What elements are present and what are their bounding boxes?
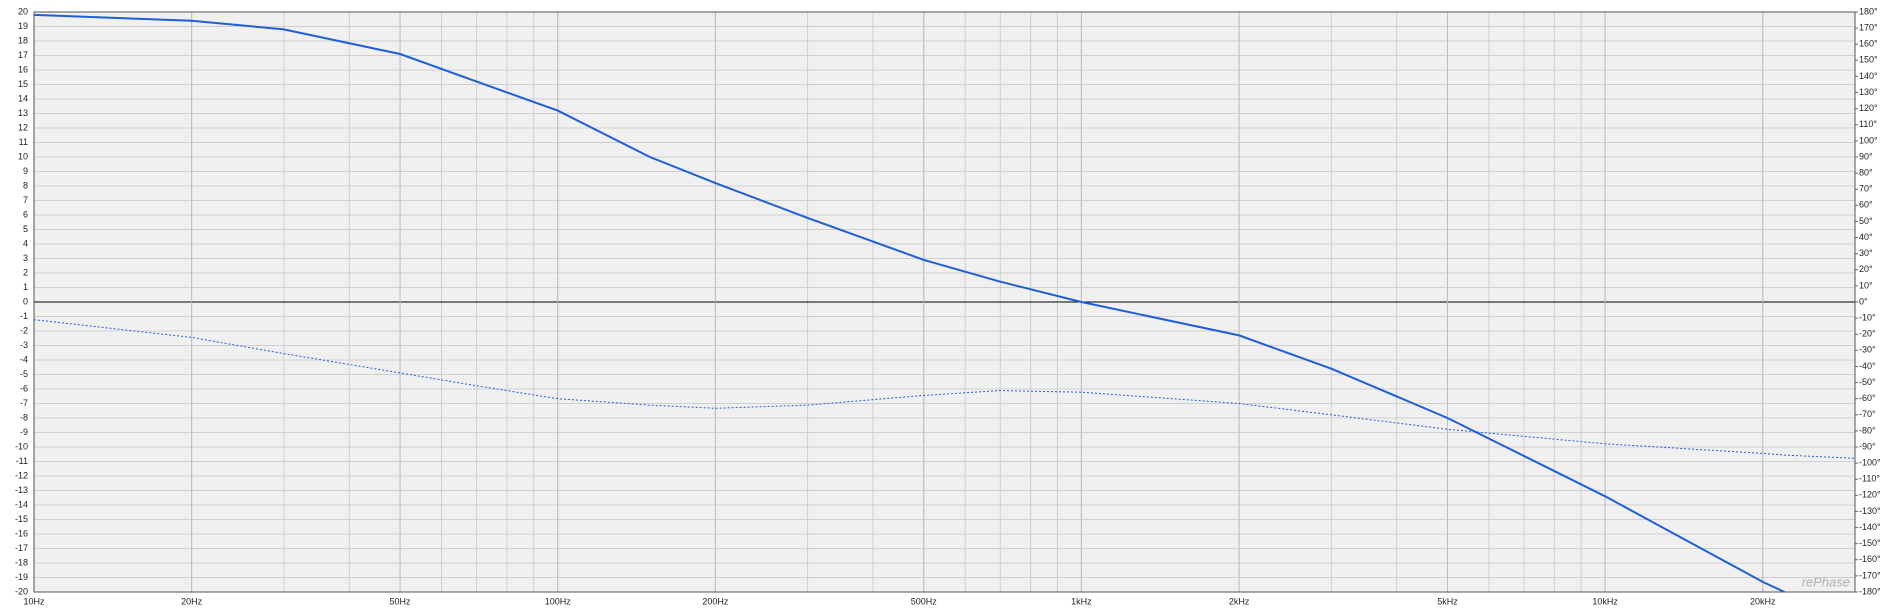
x-tick-label: 200Hz [702, 596, 729, 606]
y2-tick-label: 50° [1859, 216, 1873, 226]
y-tick-label: 13 [18, 108, 28, 118]
y2-tick-label: -100° [1859, 457, 1881, 467]
x-tick-label: 10kHz [1592, 596, 1618, 606]
y2-tick-label: -80° [1859, 425, 1876, 435]
y2-tick-label: 80° [1859, 167, 1873, 177]
y-tick-label: -12 [15, 470, 28, 480]
series-line [33, 319, 1856, 459]
y2-tick-label: -90° [1859, 441, 1876, 451]
y-tick-label: -18 [15, 557, 28, 567]
y-tick-label: -3 [20, 340, 28, 350]
y-tick-label: -5 [20, 369, 28, 379]
series-line [33, 13, 1785, 593]
y2-tick-label: 140° [1859, 71, 1878, 81]
y2-tick-label: 30° [1859, 248, 1873, 258]
y-tick-label: -15 [15, 514, 28, 524]
y2-tick-label: 170° [1859, 22, 1878, 32]
y-tick-label: -2 [20, 325, 28, 335]
y2-tick-label: -160° [1859, 554, 1881, 564]
x-tick-label: 2kHz [1229, 596, 1250, 606]
y-tick-label: -9 [20, 427, 28, 437]
plot-border [33, 11, 1856, 593]
y2-tick-label: -20° [1859, 329, 1876, 339]
y2-tick-label: -60° [1859, 393, 1876, 403]
y2-tick-label: 110° [1859, 119, 1877, 129]
y2-tick-label: 160° [1859, 39, 1878, 49]
y2-tick-label: -120° [1859, 490, 1881, 500]
y-tick-label: 20 [18, 6, 28, 16]
y-tick-label: -19 [15, 572, 28, 582]
y-tick-label: 1 [23, 282, 28, 292]
y-tick-label: 18 [18, 35, 28, 45]
y-tick-label: -13 [15, 485, 28, 495]
y2-tick-label: 70° [1859, 184, 1873, 194]
y-tick-label: -8 [20, 412, 28, 422]
y-tick-label: -16 [15, 528, 28, 538]
y-tick-label: -10 [15, 441, 28, 451]
y-tick-label: -17 [15, 543, 28, 553]
y-tick-label: 19 [18, 21, 28, 31]
y-tick-label: -11 [16, 456, 28, 466]
y2-tick-label: -110° [1859, 474, 1880, 484]
y2-tick-label: 20° [1859, 264, 1873, 274]
y2-tick-label: 150° [1859, 55, 1878, 65]
y-tick-label: -7 [20, 398, 28, 408]
x-tick-label: 100Hz [545, 596, 572, 606]
y2-tick-label: 100° [1859, 135, 1878, 145]
x-tick-label: 20kHz [1750, 596, 1776, 606]
y-tick-label: 0 [23, 296, 28, 306]
y-tick-label: -20 [15, 586, 28, 596]
x-tick-label: 500Hz [911, 596, 938, 606]
y2-tick-label: 40° [1859, 232, 1873, 242]
y2-tick-label: -50° [1859, 377, 1876, 387]
y2-tick-label: -40° [1859, 361, 1876, 371]
watermark: rePhase [1802, 574, 1850, 589]
x-tick-label: 50Hz [390, 596, 412, 606]
y-tick-label: -1 [20, 311, 28, 321]
y-tick-label: 6 [23, 209, 28, 219]
y-tick-label: 5 [23, 224, 28, 234]
y-tick-label: 4 [23, 238, 28, 248]
x-tick-label: 10Hz [23, 596, 45, 606]
y2-tick-label: 180° [1859, 6, 1878, 16]
y2-tick-label: 120° [1859, 103, 1878, 113]
y2-tick-label: 0° [1859, 296, 1868, 306]
y2-tick-label: 130° [1859, 87, 1878, 97]
y-tick-label: 7 [23, 195, 28, 205]
y2-tick-label: -180° [1859, 586, 1881, 596]
y-tick-label: 3 [23, 253, 28, 263]
y-tick-label: 12 [18, 122, 28, 132]
y-tick-label: -14 [15, 499, 28, 509]
y-tick-label: 8 [23, 180, 28, 190]
x-tick-label: 20Hz [181, 596, 203, 606]
y2-tick-label: 60° [1859, 200, 1873, 210]
y2-tick-label: -140° [1859, 522, 1881, 532]
y-tick-label: -6 [20, 383, 28, 393]
y2-tick-label: -70° [1859, 409, 1876, 419]
y2-tick-label: -130° [1859, 506, 1881, 516]
y2-tick-label: -170° [1859, 570, 1881, 580]
y-tick-label: 14 [18, 93, 28, 103]
y-tick-label: 2 [23, 267, 28, 277]
y-tick-label: 16 [18, 64, 28, 74]
x-tick-label: 1kHz [1071, 596, 1092, 606]
y-tick-label: 9 [23, 166, 28, 176]
y2-tick-label: -150° [1859, 538, 1881, 548]
y-tick-label: 10 [18, 151, 28, 161]
y2-tick-label: 90° [1859, 151, 1873, 161]
y2-tick-label: 10° [1859, 280, 1873, 290]
y2-tick-label: -10° [1859, 312, 1876, 322]
x-tick-label: 5kHz [1437, 596, 1458, 606]
y-tick-label: 17 [18, 50, 28, 60]
y2-tick-label: -30° [1859, 345, 1876, 355]
y-tick-label: 15 [18, 79, 28, 89]
y-tick-label: -4 [20, 354, 28, 364]
y-tick-label: 11 [19, 137, 28, 147]
